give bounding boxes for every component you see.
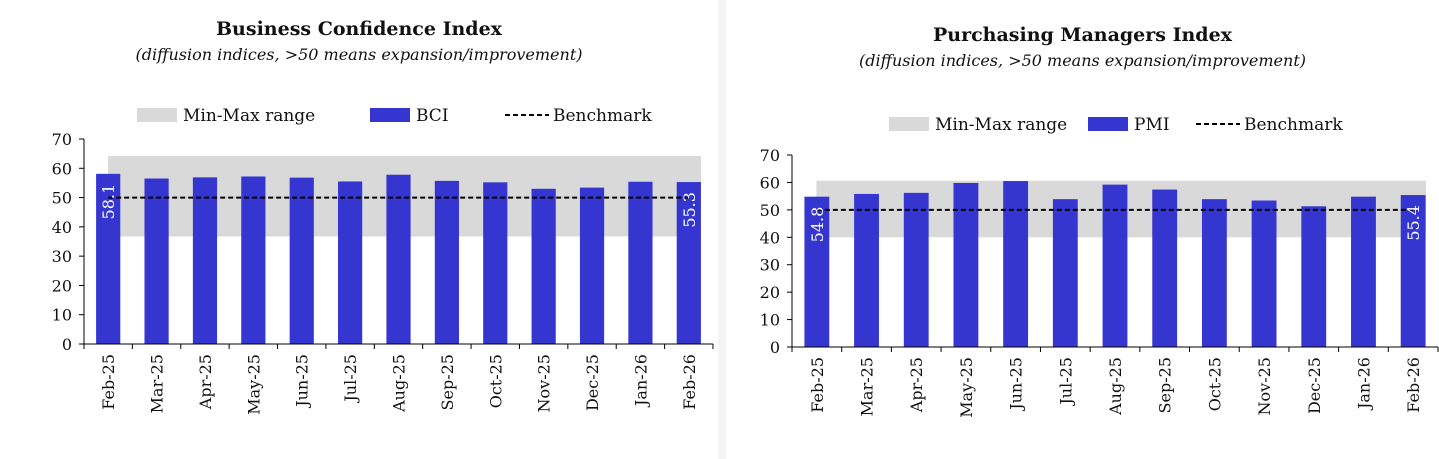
y-tick-label: 0 bbox=[770, 338, 780, 357]
bar-dec-25 bbox=[579, 187, 605, 344]
x-tick-label: Nov-25 bbox=[535, 354, 554, 412]
legend-bar-swatch bbox=[370, 108, 410, 122]
bar-feb-25 bbox=[804, 196, 830, 347]
y-tick-label: 70 bbox=[760, 146, 780, 165]
legend-bar-label: BCI bbox=[416, 106, 449, 126]
legend-range-swatch bbox=[137, 108, 177, 122]
bar-mar-25 bbox=[854, 193, 879, 347]
y-tick-label: 50 bbox=[760, 201, 780, 220]
bar-jul-25 bbox=[338, 181, 363, 344]
pmi-chart: 0 10 20 30 40 50 60 70 Feb-25 Mar-25 Apr-25 May-25 J… bbox=[760, 115, 1439, 418]
x-tick-label: May-25 bbox=[957, 357, 976, 418]
chart-subtitle: (diffusion indices, >50 means expansion/… bbox=[135, 45, 583, 64]
x-tick-label: Aug-25 bbox=[1106, 357, 1125, 416]
chart-subtitle: (diffusion indices, >50 means expansion/… bbox=[859, 51, 1306, 70]
x-tick-label: Jul-25 bbox=[341, 354, 360, 404]
legend-bar-label: PMI bbox=[1134, 115, 1170, 135]
bar-jan-26 bbox=[628, 181, 653, 344]
x-tick-label: Oct-25 bbox=[486, 354, 505, 408]
x-tick-label: Oct-25 bbox=[1205, 357, 1224, 411]
legend-bar-swatch bbox=[1088, 117, 1128, 131]
data-label: 54.8 bbox=[808, 207, 827, 243]
bar-nov-25 bbox=[531, 188, 556, 344]
bar-feb-26 bbox=[1400, 195, 1426, 347]
x-tick-label: Feb-26 bbox=[680, 354, 699, 410]
y-tick-label: 60 bbox=[52, 159, 72, 178]
bar-sep-25 bbox=[434, 180, 459, 344]
x-tick-label: Sep-25 bbox=[1156, 357, 1175, 413]
x-tick-label: Mar-25 bbox=[858, 357, 877, 416]
chart-title: Business Confidence Index bbox=[216, 18, 502, 40]
bar-may-25 bbox=[241, 176, 266, 344]
bar-aug-25 bbox=[386, 174, 411, 344]
y-tick-label: 40 bbox=[52, 218, 72, 237]
y-tick-label: 70 bbox=[52, 130, 72, 149]
chart-title: Purchasing Managers Index bbox=[933, 24, 1232, 46]
x-tick-label: Nov-25 bbox=[1255, 357, 1274, 415]
x-tick-label: Jan-26 bbox=[631, 354, 650, 408]
bar-apr-25 bbox=[192, 177, 218, 344]
bar-oct-25 bbox=[483, 182, 508, 344]
x-tick-label: Aug-25 bbox=[390, 354, 409, 413]
x-tick-label: Dec-25 bbox=[1305, 357, 1324, 414]
x-tick-label: Jan-26 bbox=[1354, 357, 1373, 411]
y-tick-label: 10 bbox=[52, 306, 72, 325]
y-tick-label: 50 bbox=[52, 189, 72, 208]
legend-range-swatch bbox=[889, 117, 929, 131]
bar-jul-25 bbox=[1052, 199, 1078, 347]
bar-apr-25 bbox=[903, 192, 929, 347]
data-label: 58.1 bbox=[99, 184, 118, 220]
legend-benchmark-label: Benchmark bbox=[553, 106, 652, 126]
x-tick-label: Feb-25 bbox=[808, 357, 827, 413]
x-tick-label: Dec-25 bbox=[583, 354, 602, 411]
legend-range-label: Min-Max range bbox=[935, 115, 1067, 135]
y-tick-label: 20 bbox=[760, 283, 780, 302]
x-tick-label: Apr-25 bbox=[907, 357, 926, 413]
x-tick-label: Jul-25 bbox=[1056, 357, 1075, 407]
bar-mar-25 bbox=[144, 178, 169, 344]
y-tick-label: 20 bbox=[52, 276, 72, 295]
bar-dec-25 bbox=[1301, 206, 1327, 347]
data-label: 55.3 bbox=[680, 192, 699, 228]
bar-oct-25 bbox=[1201, 199, 1227, 347]
bar-may-25 bbox=[953, 182, 979, 347]
data-label: 55.4 bbox=[1404, 205, 1423, 241]
legend-range-label: Min-Max range bbox=[183, 106, 315, 126]
x-tick-label: Jun-25 bbox=[293, 354, 312, 409]
pmi-chart-panel: Purchasing Managers Index (diffusion ind… bbox=[726, 0, 1439, 459]
x-tick-label: Sep-25 bbox=[438, 354, 457, 410]
x-tick-label: May-25 bbox=[244, 354, 263, 415]
bci-chart-panel: Business Confidence Index (diffusion ind… bbox=[0, 0, 718, 459]
x-tick-label: Mar-25 bbox=[148, 354, 167, 413]
x-tick-label: Feb-26 bbox=[1404, 357, 1423, 413]
x-tick-label: Apr-25 bbox=[196, 354, 215, 410]
x-tick-label: Feb-25 bbox=[99, 354, 118, 410]
bar-aug-25 bbox=[1102, 184, 1128, 347]
bar-nov-25 bbox=[1251, 200, 1277, 347]
y-tick-label: 0 bbox=[62, 335, 72, 354]
y-tick-label: 10 bbox=[760, 311, 780, 330]
y-tick-label: 30 bbox=[760, 256, 780, 275]
bar-jun-25 bbox=[289, 177, 314, 344]
x-tick-label: Jun-25 bbox=[1007, 357, 1026, 412]
bar-feb-26 bbox=[676, 182, 701, 344]
bar-jan-26 bbox=[1351, 196, 1376, 347]
y-tick-label: 60 bbox=[760, 173, 780, 192]
y-tick-label: 40 bbox=[760, 228, 780, 247]
legend-benchmark-label: Benchmark bbox=[1244, 115, 1343, 135]
bar-feb-25 bbox=[96, 173, 121, 344]
bci-chart: 0 10 20 30 40 50 60 70 Feb-25 Mar-25 Apr-25 May-25 J… bbox=[52, 106, 714, 415]
y-tick-label: 30 bbox=[52, 247, 72, 266]
bar-jun-25 bbox=[1003, 181, 1029, 347]
bar-sep-25 bbox=[1152, 189, 1178, 347]
